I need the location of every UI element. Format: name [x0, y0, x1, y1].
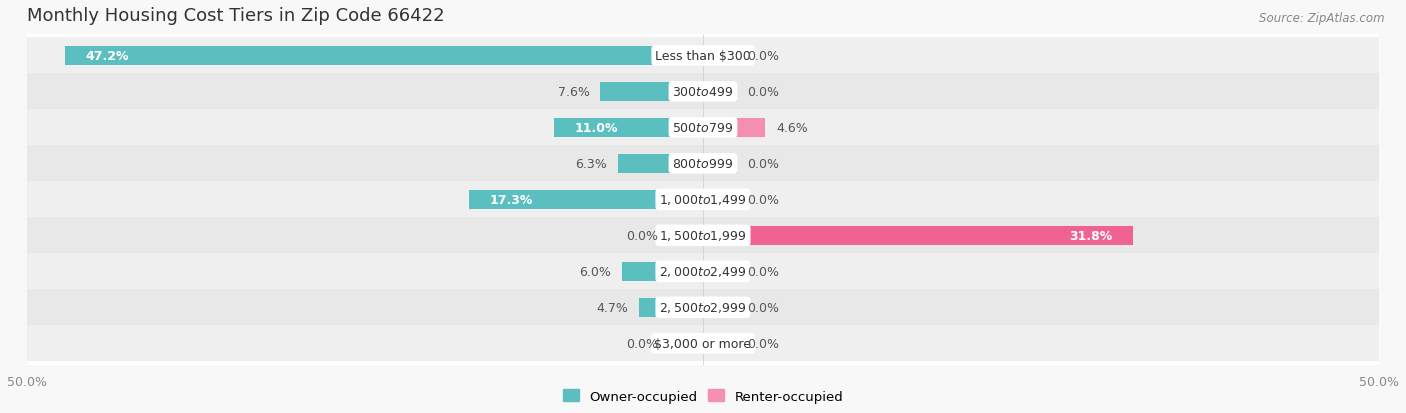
Bar [703, 47, 737, 66]
Bar [27, 146, 1379, 182]
Bar [703, 154, 737, 173]
Text: 4.7%: 4.7% [596, 301, 628, 314]
Bar [621, 262, 703, 281]
Text: $500 to $799: $500 to $799 [672, 121, 734, 135]
Bar [703, 262, 737, 281]
Bar [600, 83, 703, 102]
Text: 0.0%: 0.0% [627, 337, 658, 350]
Bar [617, 154, 703, 173]
Text: $1,500 to $1,999: $1,500 to $1,999 [659, 229, 747, 243]
Bar [554, 119, 703, 138]
Text: 31.8%: 31.8% [1070, 229, 1112, 242]
Bar [703, 119, 765, 138]
Bar [703, 226, 1133, 245]
Bar [27, 110, 1379, 146]
Text: $1,000 to $1,499: $1,000 to $1,499 [659, 193, 747, 207]
Text: $2,000 to $2,499: $2,000 to $2,499 [659, 265, 747, 279]
Text: 6.3%: 6.3% [575, 157, 607, 171]
Bar [27, 182, 1379, 218]
Text: $800 to $999: $800 to $999 [672, 157, 734, 171]
Text: 0.0%: 0.0% [748, 157, 779, 171]
Bar [640, 298, 703, 317]
Bar [27, 218, 1379, 254]
Text: Monthly Housing Cost Tiers in Zip Code 66422: Monthly Housing Cost Tiers in Zip Code 6… [27, 7, 444, 25]
Text: 0.0%: 0.0% [748, 50, 779, 63]
Text: Less than $300: Less than $300 [655, 50, 751, 63]
Text: 0.0%: 0.0% [748, 265, 779, 278]
Bar [27, 325, 1379, 361]
Bar [703, 298, 737, 317]
Text: 47.2%: 47.2% [86, 50, 128, 63]
Bar [703, 334, 737, 353]
Text: 0.0%: 0.0% [748, 85, 779, 99]
Bar [65, 47, 703, 66]
Text: 0.0%: 0.0% [748, 193, 779, 206]
Bar [703, 83, 737, 102]
Text: 6.0%: 6.0% [579, 265, 612, 278]
Text: $3,000 or more: $3,000 or more [655, 337, 751, 350]
Text: 17.3%: 17.3% [489, 193, 533, 206]
Bar [27, 254, 1379, 290]
Bar [669, 226, 703, 245]
Text: 4.6%: 4.6% [776, 121, 808, 135]
Bar [27, 290, 1379, 325]
Bar [703, 190, 737, 209]
Bar [470, 190, 703, 209]
Text: 7.6%: 7.6% [558, 85, 589, 99]
Text: 11.0%: 11.0% [575, 121, 619, 135]
Text: 0.0%: 0.0% [748, 301, 779, 314]
Text: 0.0%: 0.0% [748, 337, 779, 350]
Text: $2,500 to $2,999: $2,500 to $2,999 [659, 301, 747, 315]
Bar [669, 334, 703, 353]
Bar [27, 38, 1379, 74]
Legend: Owner-occupied, Renter-occupied: Owner-occupied, Renter-occupied [558, 384, 848, 408]
Text: $300 to $499: $300 to $499 [672, 85, 734, 99]
Text: Source: ZipAtlas.com: Source: ZipAtlas.com [1260, 12, 1385, 25]
Bar [27, 74, 1379, 110]
Text: 0.0%: 0.0% [627, 229, 658, 242]
